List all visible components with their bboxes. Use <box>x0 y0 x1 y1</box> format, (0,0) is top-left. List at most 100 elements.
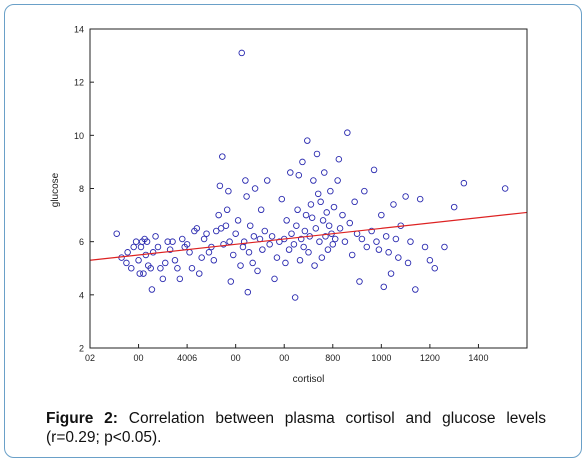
data-point <box>450 203 458 211</box>
data-point <box>266 241 273 248</box>
data-point <box>166 246 174 253</box>
data-point <box>223 206 231 214</box>
x-tick-label: 1000 <box>371 353 391 363</box>
data-point <box>305 249 312 256</box>
data-point <box>164 238 171 245</box>
data-point <box>171 257 179 264</box>
data-point <box>169 238 176 245</box>
data-point <box>339 211 346 219</box>
data-point <box>276 238 283 245</box>
data-point <box>238 49 245 57</box>
data-point <box>152 233 159 240</box>
data-point <box>378 211 385 219</box>
data-point <box>310 177 317 184</box>
x-tick-label: 00 <box>279 353 289 363</box>
figure-caption: Figure 2: Correlation between plasma cor… <box>46 409 546 447</box>
data-point <box>188 265 196 272</box>
data-point <box>390 201 397 208</box>
caption-text: Correlation between plasma cortisol and … <box>46 410 546 446</box>
data-point <box>395 254 402 261</box>
data-point <box>193 225 201 232</box>
data-point <box>341 238 349 245</box>
data-point <box>244 288 252 296</box>
data-point <box>323 209 330 216</box>
data-point <box>321 169 328 176</box>
data-point <box>195 270 203 277</box>
data-point <box>295 171 303 179</box>
x-axis-label: cortisol <box>293 374 325 385</box>
data-point <box>278 195 286 203</box>
data-point <box>203 230 210 237</box>
data-point <box>239 243 247 251</box>
data-point <box>137 243 145 251</box>
data-point <box>157 265 164 272</box>
x-tick-label: 1400 <box>468 353 488 363</box>
data-point <box>421 243 429 251</box>
data-point <box>301 227 309 235</box>
data-point <box>271 275 278 283</box>
data-point <box>162 259 169 267</box>
data-point <box>246 222 254 229</box>
data-point <box>225 187 232 195</box>
data-point <box>300 243 307 251</box>
data-point <box>237 262 244 269</box>
regression-line-layer <box>89 211 528 261</box>
data-point <box>147 265 154 272</box>
data-point <box>308 214 316 221</box>
data-point <box>200 235 208 243</box>
data-point <box>316 238 323 245</box>
data-point <box>229 251 237 259</box>
data-point <box>261 227 269 235</box>
data-point <box>370 166 378 174</box>
data-point <box>460 179 468 187</box>
data-point <box>392 235 400 243</box>
data-point <box>176 275 184 283</box>
data-point <box>113 230 120 237</box>
data-point <box>325 222 333 229</box>
data-point <box>263 177 271 184</box>
data-point <box>346 219 354 227</box>
data-point <box>186 249 193 256</box>
data-point <box>282 259 289 267</box>
data-point <box>288 230 295 237</box>
data-point <box>363 243 371 251</box>
data-point <box>361 187 368 195</box>
data-point <box>130 243 137 251</box>
data-point <box>287 169 294 176</box>
data-point <box>375 246 383 253</box>
data-point <box>205 249 213 256</box>
x-tick-label: 800 <box>325 353 340 363</box>
data-point <box>385 249 392 256</box>
data-point <box>426 257 434 264</box>
data-point <box>212 227 220 235</box>
y-tick-label: 10 <box>74 131 84 141</box>
data-point <box>314 190 322 198</box>
data-point <box>358 235 366 243</box>
data-point <box>136 270 144 277</box>
data-point <box>227 278 235 285</box>
data-point <box>183 241 191 248</box>
y-axis-label: glucose <box>50 172 61 207</box>
data-point <box>331 235 339 243</box>
data-point <box>128 265 135 272</box>
data-point <box>441 243 448 251</box>
data-point <box>216 182 224 190</box>
data-point <box>336 225 344 232</box>
data-point <box>387 270 395 277</box>
x-tick-label: 1200 <box>420 353 440 363</box>
data-point <box>245 249 253 256</box>
data-point <box>220 241 227 248</box>
data-point <box>285 246 293 253</box>
data-point <box>249 259 256 267</box>
data-point <box>501 185 509 192</box>
data-point <box>250 233 258 240</box>
data-point <box>215 211 222 219</box>
data-point <box>299 158 306 166</box>
data-point <box>243 193 250 200</box>
data-point <box>148 286 156 293</box>
y-tick-label: 8 <box>79 184 84 194</box>
data-point <box>283 217 290 224</box>
data-point <box>154 243 162 251</box>
data-point <box>234 217 242 224</box>
